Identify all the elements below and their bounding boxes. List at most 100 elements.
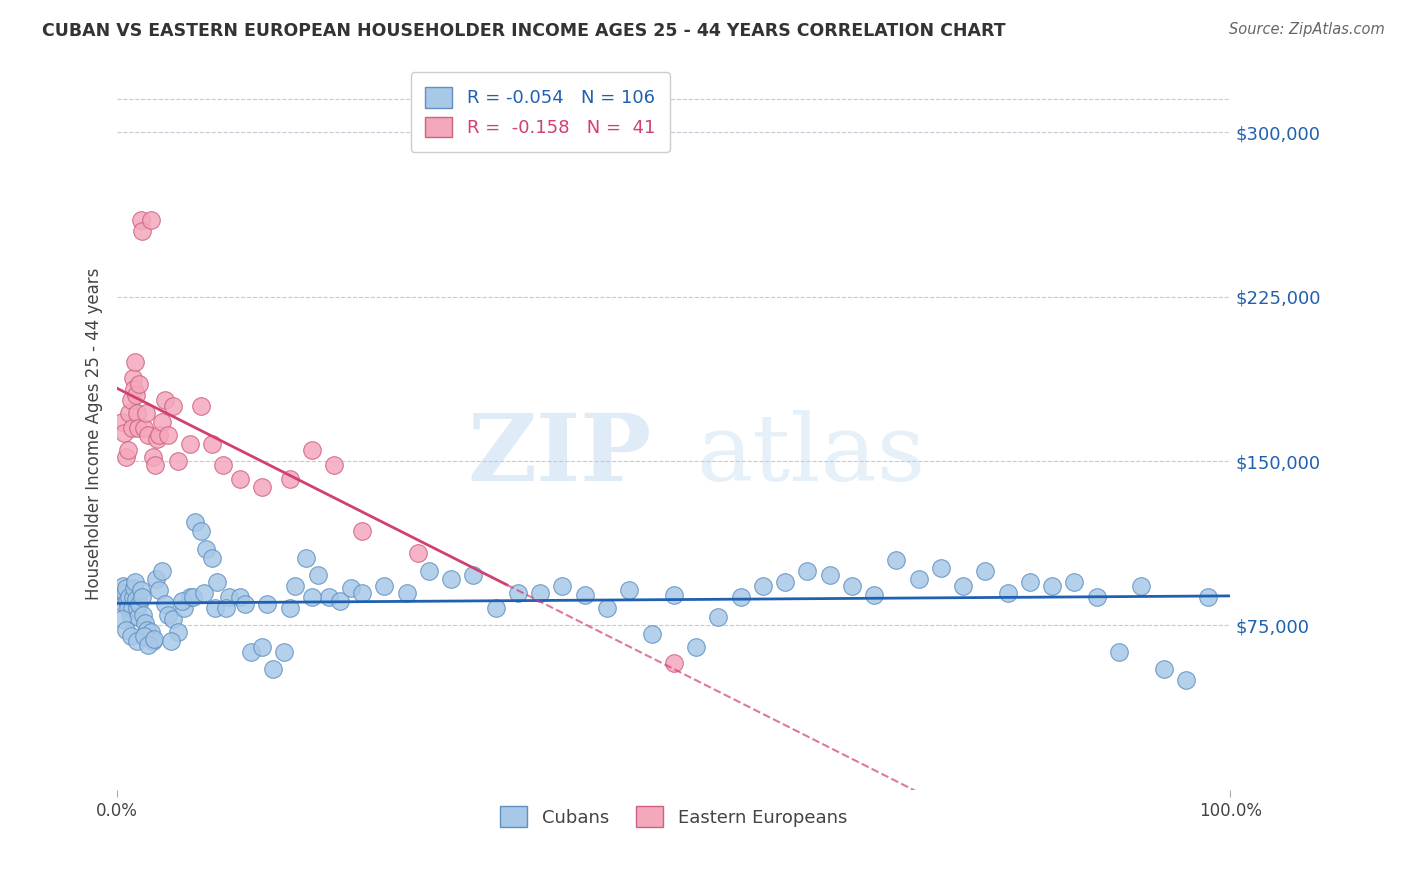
Point (146, 432, 169, 446)
Point (112, 597, 135, 611)
Point (204, 601, 226, 615)
Point (128, 377, 150, 392)
Point (907, 573, 929, 587)
Point (117, 601, 139, 615)
Point (218, 590, 240, 604)
Point (122, 382, 145, 396)
Point (157, 607, 180, 622)
Point (120, 630, 142, 644)
Point (596, 601, 619, 615)
Point (111, 579, 134, 593)
Point (139, 213, 162, 227)
Point (142, 632, 165, 646)
Point (307, 568, 329, 582)
Point (262, 662, 284, 676)
Point (125, 592, 148, 607)
Point (132, 421, 155, 435)
Point (167, 625, 190, 640)
Point (239, 645, 262, 659)
Point (162, 399, 184, 413)
Point (997, 585, 1019, 599)
Point (132, 607, 155, 622)
Point (406, 546, 429, 560)
Point (752, 579, 775, 593)
Point (250, 640, 273, 655)
Point (167, 454, 190, 468)
Point (318, 590, 340, 604)
Point (773, 574, 796, 589)
Point (295, 550, 318, 565)
Point (131, 224, 153, 238)
Point (574, 588, 596, 602)
Point (551, 579, 574, 593)
Point (153, 392, 176, 407)
Legend: Cubans, Eastern Europeans: Cubans, Eastern Europeans (494, 799, 855, 834)
Point (127, 601, 149, 615)
Point (278, 601, 301, 615)
Point (120, 609, 142, 624)
Point (284, 579, 307, 593)
Point (250, 480, 273, 494)
Point (121, 371, 143, 385)
Point (121, 590, 143, 604)
Point (215, 601, 238, 615)
Point (952, 579, 974, 593)
Point (1063, 574, 1085, 589)
Point (162, 612, 184, 626)
Point (1040, 579, 1063, 593)
Point (139, 625, 162, 640)
Point (120, 392, 142, 407)
Point (143, 458, 166, 473)
Point (153, 597, 176, 611)
Point (1197, 590, 1219, 604)
Y-axis label: Householder Income Ages 25 - 44 years: Householder Income Ages 25 - 44 years (86, 268, 103, 599)
Point (142, 450, 165, 464)
Point (184, 516, 207, 530)
Point (301, 590, 323, 604)
Point (129, 583, 152, 598)
Point (115, 623, 138, 637)
Point (122, 581, 145, 595)
Text: atlas: atlas (696, 410, 925, 500)
Point (228, 590, 250, 604)
Point (112, 425, 135, 440)
Point (136, 623, 159, 637)
Point (127, 421, 149, 435)
Point (818, 568, 841, 582)
Point (159, 633, 181, 648)
Point (118, 590, 141, 604)
Point (685, 640, 707, 655)
Point (121, 421, 143, 435)
Point (135, 406, 157, 420)
Point (1108, 645, 1130, 659)
Point (124, 574, 146, 589)
Point (129, 213, 152, 227)
Point (138, 638, 160, 652)
Point (233, 597, 256, 611)
Point (131, 590, 153, 604)
Point (173, 601, 195, 615)
Point (124, 355, 146, 369)
Point (619, 583, 641, 598)
Point (796, 564, 818, 578)
Point (1153, 662, 1175, 676)
Point (352, 524, 374, 539)
Point (125, 388, 148, 402)
Point (1130, 579, 1153, 593)
Point (662, 656, 685, 670)
Point (640, 627, 662, 641)
Point (190, 399, 212, 413)
Point (148, 583, 170, 598)
Point (1085, 590, 1108, 604)
Point (329, 594, 352, 608)
Point (863, 588, 886, 602)
Point (207, 574, 229, 589)
Point (395, 585, 418, 599)
Point (373, 579, 395, 593)
Point (115, 594, 138, 608)
Point (127, 406, 149, 420)
Point (117, 443, 139, 458)
Point (352, 585, 374, 599)
Point (929, 561, 952, 575)
Point (142, 633, 165, 648)
